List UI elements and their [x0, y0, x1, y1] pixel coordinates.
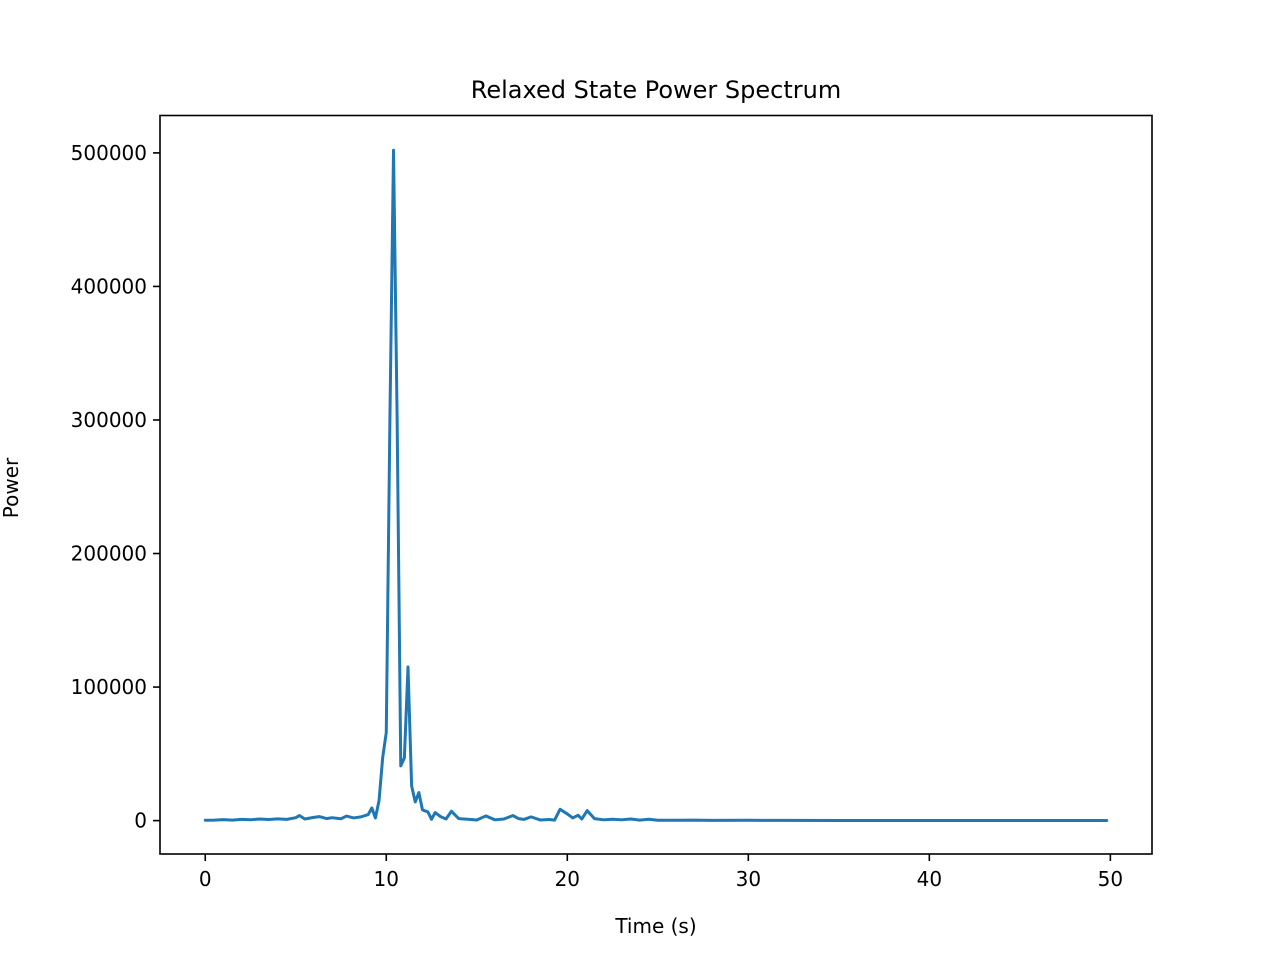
y-tick-label: 500000	[71, 141, 147, 165]
plot-area	[203, 148, 1109, 823]
x-axis-label: Time (s)	[614, 914, 696, 938]
y-tick-label: 100000	[71, 675, 147, 699]
x-tick-label: 10	[374, 867, 399, 891]
y-tick-label: 400000	[71, 274, 147, 298]
y-tick-label: 200000	[71, 542, 147, 566]
chart-title: Relaxed State Power Spectrum	[471, 76, 841, 104]
x-tick-label: 40	[917, 867, 942, 891]
x-tick-label: 20	[555, 867, 580, 891]
y-axis-label: Power	[0, 457, 23, 518]
x-axis: 0 10 20 30 40 50	[199, 854, 1123, 891]
y-axis: 0 100000 200000 300000 400000 500000	[71, 141, 160, 833]
x-tick-label: 0	[199, 867, 212, 891]
y-tick-label: 0	[134, 809, 147, 833]
y-tick-label: 300000	[71, 408, 147, 432]
axes-frame	[159, 114, 1153, 855]
x-tick-label: 50	[1098, 867, 1123, 891]
x-tick-label: 30	[736, 867, 761, 891]
series-line-0	[203, 148, 1109, 823]
